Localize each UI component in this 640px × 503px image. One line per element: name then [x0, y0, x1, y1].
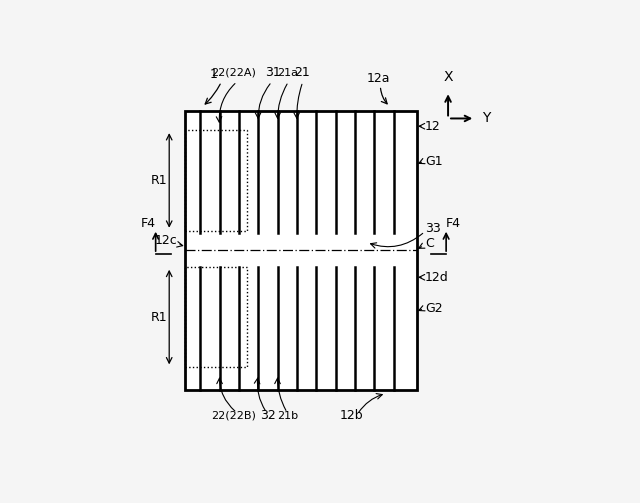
Text: 33: 33 — [425, 222, 440, 235]
Text: F4: F4 — [445, 216, 461, 229]
Text: R1: R1 — [151, 174, 168, 187]
Bar — [185, 130, 246, 230]
Text: 12b: 12b — [339, 408, 363, 422]
Text: R1: R1 — [151, 310, 168, 323]
Text: Y: Y — [482, 112, 490, 125]
Text: 32: 32 — [260, 408, 276, 422]
Bar — [185, 267, 246, 367]
Text: 12a: 12a — [367, 71, 390, 85]
Text: F4: F4 — [141, 216, 156, 229]
Text: 21: 21 — [294, 66, 310, 79]
Bar — [185, 111, 417, 389]
Text: 22(22A): 22(22A) — [211, 68, 255, 78]
Text: 12d: 12d — [425, 271, 449, 284]
Text: 21b: 21b — [276, 410, 298, 421]
Text: 12: 12 — [425, 120, 440, 133]
Text: G2: G2 — [425, 302, 442, 315]
Text: G1: G1 — [425, 154, 442, 167]
Text: 12c: 12c — [154, 234, 177, 247]
Text: 31: 31 — [265, 66, 281, 79]
Text: C: C — [425, 237, 433, 249]
Text: X: X — [444, 70, 453, 85]
Text: 1: 1 — [210, 68, 218, 81]
Text: 22(22B): 22(22B) — [211, 410, 255, 421]
Text: 21a: 21a — [277, 68, 298, 78]
